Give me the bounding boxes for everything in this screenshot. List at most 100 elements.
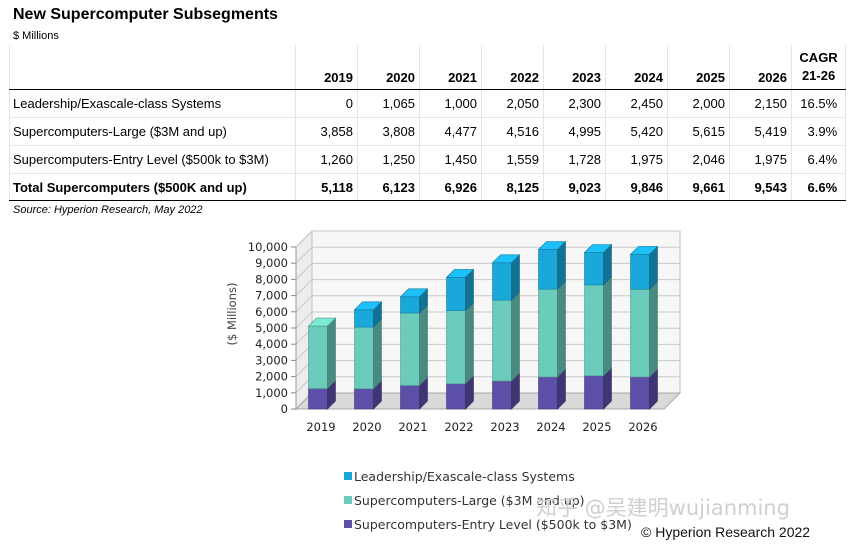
x-tick-label: 2021	[398, 420, 427, 434]
cell-value: 5,420	[605, 117, 668, 146]
bar-stack	[537, 240, 567, 410]
y-tick-label: 9,000	[255, 256, 288, 270]
bar-stack	[583, 243, 613, 410]
bar-stack	[399, 288, 429, 410]
row-label: Supercomputers-Large ($3M and up)	[9, 117, 296, 146]
bar-segment	[492, 380, 512, 410]
cell-value: 1,975	[729, 145, 792, 174]
bar-segment	[308, 388, 328, 410]
bar-segment	[308, 325, 328, 389]
cell-value: 1,250	[357, 145, 420, 174]
y-tick-label: 5,000	[255, 321, 288, 335]
gridline	[295, 230, 680, 248]
bar-segment-side	[557, 280, 566, 378]
legend-label: Supercomputers-Entry Level ($500k to $3M…	[354, 517, 632, 532]
cell-value: 2,150	[729, 89, 792, 118]
bar-segment	[630, 288, 650, 378]
y-tick-label: 8,000	[255, 272, 288, 286]
table-row: Supercomputers-Large ($3M and up) 3,858 …	[9, 117, 847, 146]
bar-top	[629, 246, 659, 255]
header-year: 2019	[295, 44, 358, 90]
bar-segment	[354, 388, 374, 410]
bar-stack	[491, 254, 521, 410]
bar-stack	[629, 245, 659, 410]
x-tick-label: 2022	[444, 420, 473, 434]
table-row: Supercomputers-Entry Level ($500k to $3M…	[9, 145, 847, 174]
bar-segment	[538, 249, 558, 290]
bar-segment-side	[419, 304, 428, 387]
bar-top	[583, 244, 613, 253]
bar-segment	[354, 309, 374, 328]
bar-segment	[400, 296, 420, 314]
y-tick-label: 7,000	[255, 289, 288, 303]
bar-segment	[538, 376, 558, 410]
legend-label: Supercomputers-Large ($3M and up)	[354, 493, 585, 508]
bar-stack	[307, 317, 337, 410]
y-tick-label: 4,000	[255, 337, 288, 351]
y-axis-label: ($ Millions)	[225, 283, 239, 346]
bar-segment	[630, 254, 650, 290]
legend-swatch	[344, 496, 352, 504]
bar-segment	[630, 376, 650, 410]
table-source-row: Source: Hyperion Research, May 2022	[8, 200, 847, 220]
bar-top	[445, 269, 475, 278]
x-tick-label: 2020	[352, 420, 381, 434]
table-title-row: New Supercomputer Subsegments	[8, 2, 847, 28]
y-tick-label: 10,000	[248, 240, 288, 254]
legend-label: Leadership/Exascale-class Systems	[354, 469, 575, 484]
header-year: 2021	[419, 44, 482, 90]
legend-swatch	[344, 472, 352, 480]
bar-segment	[584, 252, 604, 286]
y-tick-label: 0	[281, 402, 288, 416]
cell-value: 5,615	[667, 117, 730, 146]
total-value: 8,125	[481, 173, 544, 201]
cell-value: 4,995	[543, 117, 606, 146]
row-label: Leadership/Exascale-class Systems	[9, 89, 296, 118]
cell-value: 4,516	[481, 117, 544, 146]
bar-segment	[584, 375, 604, 410]
header-year: 2025	[667, 44, 730, 90]
bar-segment	[584, 284, 604, 377]
cell-value: 2,046	[667, 145, 730, 174]
bar-segment	[446, 277, 466, 311]
x-axis-ticks: 2019 2020 2021 2022 2023 2024 2025 2026	[306, 420, 657, 434]
x-tick-label: 2024	[536, 420, 565, 434]
bar-segment-side	[327, 317, 336, 390]
bar-segment	[492, 299, 512, 382]
cell-value: 0	[295, 89, 358, 118]
bar-segment-side	[603, 276, 612, 377]
bar-segment-side	[511, 291, 520, 382]
y-axis-ticks: 0 1,000 2,000 3,000 4,000 5,000 6,000 7,000 8,00…	[248, 240, 297, 416]
bar-segment	[446, 383, 466, 410]
bar-segment-side	[465, 301, 474, 385]
x-tick-label: 2025	[582, 420, 611, 434]
header-year: 2023	[543, 44, 606, 90]
bar-segment	[354, 326, 374, 390]
cell-value: 2,050	[481, 89, 544, 118]
bar-segment	[492, 262, 512, 301]
watermark: 知乎 @吴建明wujianming	[536, 496, 790, 520]
y-tick-label: 6,000	[255, 305, 288, 319]
cell-value: 3,858	[295, 117, 358, 146]
bar-stack	[353, 301, 383, 410]
bar-stack	[445, 268, 475, 410]
copyright-note: © Hyperion Research 2022	[641, 524, 810, 540]
header-cagr-line1: CAGR	[799, 50, 838, 65]
bar-top	[537, 241, 567, 250]
cell-value: 2,300	[543, 89, 606, 118]
cell-value: 1,450	[419, 145, 482, 174]
cell-value: 1,065	[357, 89, 420, 118]
x-tick-label: 2023	[490, 420, 519, 434]
legend-swatch	[344, 520, 352, 528]
total-value: 9,846	[605, 173, 668, 201]
cell-cagr: 16.5%	[790, 89, 847, 118]
table-total-row: Total Supercomputers ($500K and up) 5,11…	[9, 173, 847, 201]
bar-segment-side	[649, 280, 658, 378]
bar-segment	[446, 310, 466, 385]
chart-floor	[294, 392, 682, 410]
data-table-container: New Supercomputer Subsegments $ Millions…	[8, 2, 847, 220]
table-header-row: 2019 2020 2021 2022 2023 2024 2025 2026 …	[9, 44, 847, 90]
cell-value: 2,450	[605, 89, 668, 118]
table-row: Leadership/Exascale-class Systems 0 1,06…	[9, 89, 847, 118]
